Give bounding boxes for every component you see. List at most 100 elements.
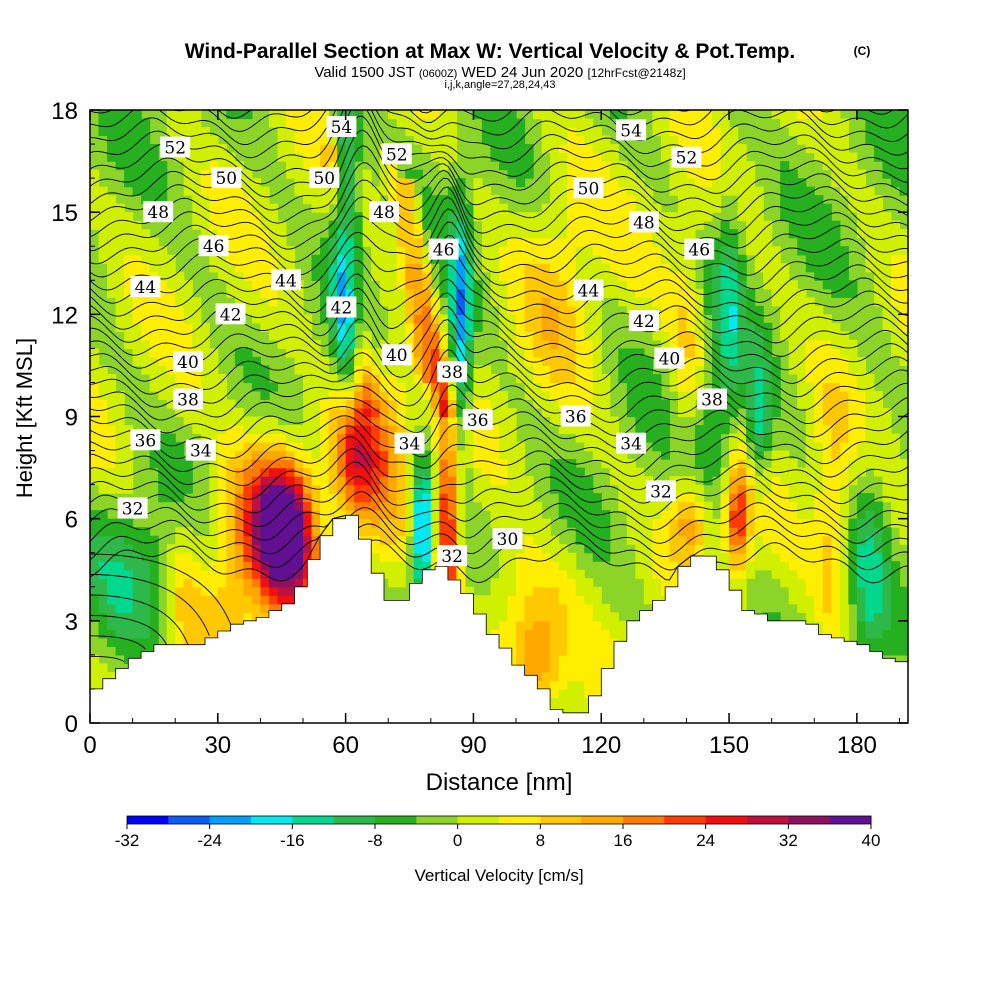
velocity-cell: [814, 467, 824, 477]
velocity-cell: [345, 356, 355, 367]
velocity-cell: [251, 552, 262, 562]
velocity-cell: [422, 459, 432, 469]
velocity-cell: [362, 178, 372, 188]
velocity-cell: [209, 535, 219, 545]
velocity-cell: [592, 339, 602, 349]
velocity-cell: [217, 271, 227, 281]
velocity-cell: [516, 450, 526, 460]
velocity-cell: [396, 552, 406, 562]
velocity-cell: [243, 510, 253, 520]
velocity-cell: [524, 603, 534, 613]
velocity-cell: [379, 161, 389, 171]
velocity-cell: [217, 212, 227, 222]
velocity-cell: [166, 450, 176, 460]
velocity-cell: [447, 314, 457, 324]
velocity-cell: [703, 135, 713, 145]
velocity-cell: [447, 569, 457, 579]
velocity-cell: [430, 144, 440, 154]
velocity-cell: [677, 288, 688, 298]
velocity-cell: [856, 620, 866, 630]
velocity-cell: [592, 544, 602, 554]
velocity-cell: [856, 527, 866, 537]
velocity-cell: [694, 169, 705, 179]
velocity-cell: [430, 322, 440, 332]
velocity-cell: [337, 203, 347, 213]
velocity-cell: [379, 229, 389, 239]
velocity-cell: [848, 459, 858, 469]
velocity-cell: [285, 110, 296, 120]
velocity-cell: [456, 569, 466, 579]
velocity-cell: [192, 544, 202, 554]
velocity-cell: [337, 322, 347, 332]
velocity-cell: [413, 246, 423, 256]
velocity-cell: [464, 280, 475, 290]
velocity-cell: [567, 220, 577, 230]
velocity-cell: [499, 305, 509, 315]
velocity-cell: [90, 518, 100, 528]
velocity-cell: [558, 425, 568, 435]
velocity-cell: [729, 518, 739, 528]
velocity-cell: [771, 459, 781, 469]
velocity-cell: [652, 382, 662, 392]
velocity-cell: [388, 314, 398, 324]
velocity-cell: [609, 178, 619, 188]
velocity-cell: [183, 416, 193, 426]
velocity-cell: [422, 263, 432, 273]
velocity-cell: [677, 229, 688, 239]
velocity-cell: [677, 552, 688, 562]
velocity-cell: [567, 603, 577, 613]
velocity-cell: [626, 195, 636, 205]
velocity-cell: [575, 373, 585, 384]
velocity-cell: [694, 544, 705, 554]
velocity-cell: [396, 263, 406, 273]
velocity-cell: [141, 603, 151, 613]
velocity-cell: [439, 144, 449, 154]
velocity-cell: [166, 433, 176, 443]
velocity-cell: [814, 127, 824, 137]
velocity-cell: [516, 510, 526, 520]
velocity-cell: [124, 646, 134, 656]
velocity-cell: [584, 501, 594, 511]
velocity-cell: [124, 220, 134, 230]
velocity-cell: [669, 254, 679, 264]
velocity-cell: [243, 467, 253, 477]
velocity-cell: [149, 629, 159, 639]
velocity-cell: [703, 271, 713, 281]
velocity-cell: [98, 586, 108, 596]
velocity-cell: [524, 663, 534, 673]
subtitle-date: WED 24 Jun 2020: [462, 64, 588, 81]
velocity-cell: [337, 263, 347, 273]
velocity-cell: [771, 407, 781, 418]
velocity-cell: [234, 586, 244, 596]
velocity-cell: [643, 288, 653, 298]
velocity-cell: [550, 322, 560, 332]
velocity-cell: [320, 450, 330, 460]
velocity-cell: [158, 493, 168, 503]
velocity-cell: [132, 578, 142, 588]
velocity-cell: [618, 186, 628, 196]
velocity-cell: [848, 407, 858, 418]
velocity-cell: [712, 297, 722, 307]
velocity-cell: [217, 476, 227, 486]
velocity-cell: [652, 501, 662, 511]
velocity-cell: [345, 442, 355, 452]
velocity-cell: [839, 620, 849, 630]
velocity-cell: [567, 518, 577, 528]
velocity-cell: [584, 663, 594, 673]
velocity-cell: [584, 161, 594, 171]
velocity-cell: [558, 671, 568, 682]
velocity-cell: [371, 450, 381, 460]
velocity-cell: [592, 152, 602, 162]
velocity-cell: [746, 425, 756, 435]
velocity-cell: [362, 510, 372, 520]
velocity-cell: [584, 527, 594, 537]
velocity-cell: [320, 476, 330, 486]
velocity-cell: [141, 646, 151, 656]
velocity-cell: [533, 110, 543, 120]
velocity-cell: [456, 322, 466, 332]
velocity-cell: [285, 450, 296, 460]
velocity-cell: [873, 595, 884, 605]
velocity-cell: [558, 271, 568, 281]
velocity-cell: [422, 501, 432, 511]
velocity-cell: [320, 237, 330, 247]
